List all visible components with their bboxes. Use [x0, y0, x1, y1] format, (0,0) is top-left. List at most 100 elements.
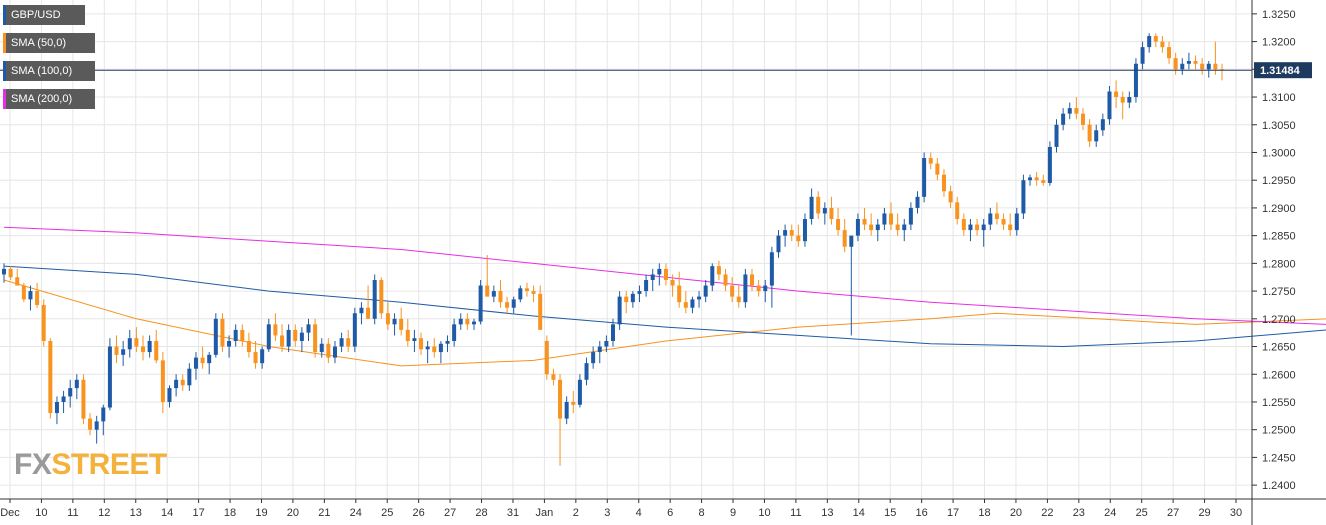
candle-body — [1173, 58, 1178, 70]
candle-body — [48, 340, 53, 414]
candle-body — [41, 304, 46, 341]
legend-item: SMA (100,0) — [3, 61, 95, 81]
candle-body — [253, 352, 258, 364]
candle-body — [372, 279, 377, 319]
candle-body — [28, 291, 33, 300]
candle-body — [994, 213, 999, 220]
candle-body — [445, 340, 450, 344]
candle-body — [783, 230, 788, 236]
candle-body — [1054, 124, 1059, 147]
candle-body — [180, 379, 185, 386]
y-axis: 1.32501.32001.31501.31001.30501.30001.29… — [1251, 0, 1296, 525]
candle-body — [15, 277, 20, 286]
x-tick-label: 27 — [1167, 507, 1179, 519]
y-tick-label: 1.3100 — [1262, 92, 1296, 104]
candle-body — [869, 224, 874, 231]
candle-body — [809, 196, 814, 220]
x-tick-label: 28 — [475, 507, 487, 519]
y-tick-label: 1.3000 — [1262, 147, 1296, 159]
watermark-fx: FX — [14, 448, 52, 481]
candle-body — [207, 354, 212, 364]
candle-body — [763, 285, 768, 292]
candle-body — [882, 213, 887, 225]
candle-body — [74, 379, 79, 389]
candle-body — [591, 352, 596, 364]
candle-body — [293, 329, 298, 341]
legend-swatch — [3, 5, 6, 25]
candle-body — [736, 296, 741, 303]
candle-body — [941, 174, 946, 192]
candle-body — [1213, 63, 1218, 70]
x-tick-label: 31 — [507, 507, 519, 519]
candle-body — [352, 313, 357, 347]
candle-body — [200, 357, 205, 364]
candle-body — [438, 343, 443, 353]
sma-line — [3, 279, 1326, 367]
candle-body — [849, 235, 854, 247]
candle-body — [392, 318, 397, 325]
candle-body — [280, 335, 285, 347]
candle-body — [630, 293, 635, 303]
candle-body — [299, 332, 304, 341]
candle-body — [1167, 47, 1172, 59]
candle-body — [617, 296, 622, 325]
candle-body — [776, 235, 781, 253]
candle-body — [637, 291, 642, 294]
candle-body — [385, 313, 390, 325]
candle-body — [604, 340, 609, 347]
x-axis: Dec 10 11 12 13 14 17 18 19 20 21 24 25 26 27 28 31 Jan 2 3… — [0, 498, 1326, 519]
candle-body — [538, 293, 543, 330]
candle-body — [1140, 47, 1145, 64]
x-tick-label: 13 — [130, 507, 142, 519]
y-tick-label: 1.2700 — [1262, 314, 1296, 326]
candle-body — [842, 230, 847, 247]
candle-body — [650, 274, 655, 280]
y-tick-label: 1.2450 — [1262, 452, 1296, 464]
candle-body — [723, 274, 728, 286]
y-tick-label: 1.3200 — [1262, 37, 1296, 49]
candle-body — [1061, 113, 1066, 125]
candle-body — [339, 338, 344, 347]
candle-body — [710, 266, 715, 286]
candle-body — [160, 360, 165, 402]
candle-body — [670, 279, 675, 286]
y-tick-label: 1.2600 — [1262, 369, 1296, 381]
x-tick-label: 16 — [916, 507, 928, 519]
x-tick-label: 24 — [350, 507, 362, 519]
current-price-marker: 1.31484 — [0, 62, 1312, 79]
candle-body — [359, 307, 364, 314]
candle-body — [246, 340, 251, 353]
candle-body — [829, 207, 834, 220]
candle-body — [564, 401, 569, 419]
candle-body — [147, 340, 152, 353]
candle-body — [769, 252, 774, 286]
x-tick-label: 9 — [730, 507, 736, 519]
y-tick-label: 1.3050 — [1262, 120, 1296, 132]
candle-body — [141, 346, 146, 353]
candle-body — [452, 324, 457, 341]
candle-body — [1041, 180, 1046, 183]
candle-body — [597, 346, 602, 353]
candle-body — [505, 302, 510, 308]
candle-body — [346, 338, 351, 347]
candle-body — [1107, 91, 1112, 120]
legend-label: SMA (50,0) — [11, 37, 67, 49]
candle-body — [465, 318, 470, 325]
x-tick-label: 20 — [287, 507, 299, 519]
candle-body — [326, 343, 331, 358]
legend-item: SMA (50,0) — [3, 33, 95, 53]
y-tick-label: 1.2650 — [1262, 342, 1296, 354]
candle-body — [955, 202, 960, 220]
sma-line — [3, 265, 1326, 348]
candle-body — [1087, 124, 1092, 142]
candle-body — [405, 329, 410, 341]
candle-body — [690, 299, 695, 308]
candle-body — [1001, 219, 1006, 225]
candle-body — [61, 396, 66, 402]
x-tick-label: 4 — [636, 507, 642, 519]
candle-body — [286, 329, 291, 347]
candle-body — [412, 338, 417, 341]
y-tick-label: 1.2400 — [1262, 480, 1296, 492]
candle-body — [743, 274, 748, 303]
